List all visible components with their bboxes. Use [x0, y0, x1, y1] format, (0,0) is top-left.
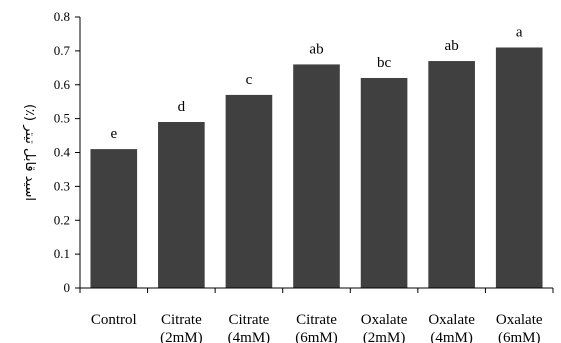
x-category-label: Control: [91, 312, 137, 328]
bar: [428, 61, 475, 288]
y-axis: 0 0.1 0.2 0.3 0.4 0.5 0.6 0.7 0.8: [54, 9, 81, 295]
y-tick-label: 0.3: [54, 178, 70, 193]
significance-letter: a: [516, 24, 523, 40]
x-category-sublabel: (6mM): [498, 330, 541, 343]
y-tick-label: 0: [64, 280, 71, 295]
bar: [158, 122, 205, 288]
x-category-label: Oxalate: [428, 312, 475, 328]
bar: [293, 64, 340, 288]
bar: [225, 94, 273, 288]
significance-letter: e: [110, 126, 117, 142]
bars: [90, 47, 543, 288]
x-category-sublabel: (2mM): [160, 330, 203, 343]
y-tick-label: 0.2: [54, 212, 70, 227]
x-category-sublabel: (4mM): [228, 330, 271, 343]
x-axis: Control Citrate (2mM) Citrate (4mM) Citrate (6…: [79, 287, 554, 343]
significance-letter: ab: [445, 38, 459, 54]
x-category-sublabel: (4mM): [430, 330, 473, 343]
significance-letter: bc: [377, 55, 392, 71]
y-tick-label: 0.5: [54, 111, 70, 126]
x-category-label: Oxalate: [496, 312, 543, 328]
significance-labels: e d c ab bc ab a: [110, 24, 522, 142]
y-tick-label: 0.8: [54, 9, 70, 24]
bar: [360, 77, 408, 288]
y-axis-title: (٪) اسید قابل تیتر: [22, 104, 37, 201]
y-tick-label: 0.1: [54, 246, 70, 261]
significance-letter: ab: [309, 41, 323, 57]
x-category-label: Citrate: [161, 312, 202, 328]
bar: [90, 149, 138, 288]
x-category-sublabel: (2mM): [363, 330, 406, 343]
x-category-label: Citrate: [229, 312, 270, 328]
significance-letter: c: [246, 72, 253, 88]
y-tick-label: 0.7: [54, 43, 71, 58]
x-category-label: Citrate: [296, 312, 337, 328]
y-tick-label: 0.4: [54, 145, 71, 160]
x-category-sublabel: (6mM): [295, 330, 338, 343]
significance-letter: d: [178, 99, 186, 115]
y-tick-label: 0.6: [54, 77, 71, 92]
x-category-label: Oxalate: [361, 312, 408, 328]
bar: [495, 47, 543, 288]
